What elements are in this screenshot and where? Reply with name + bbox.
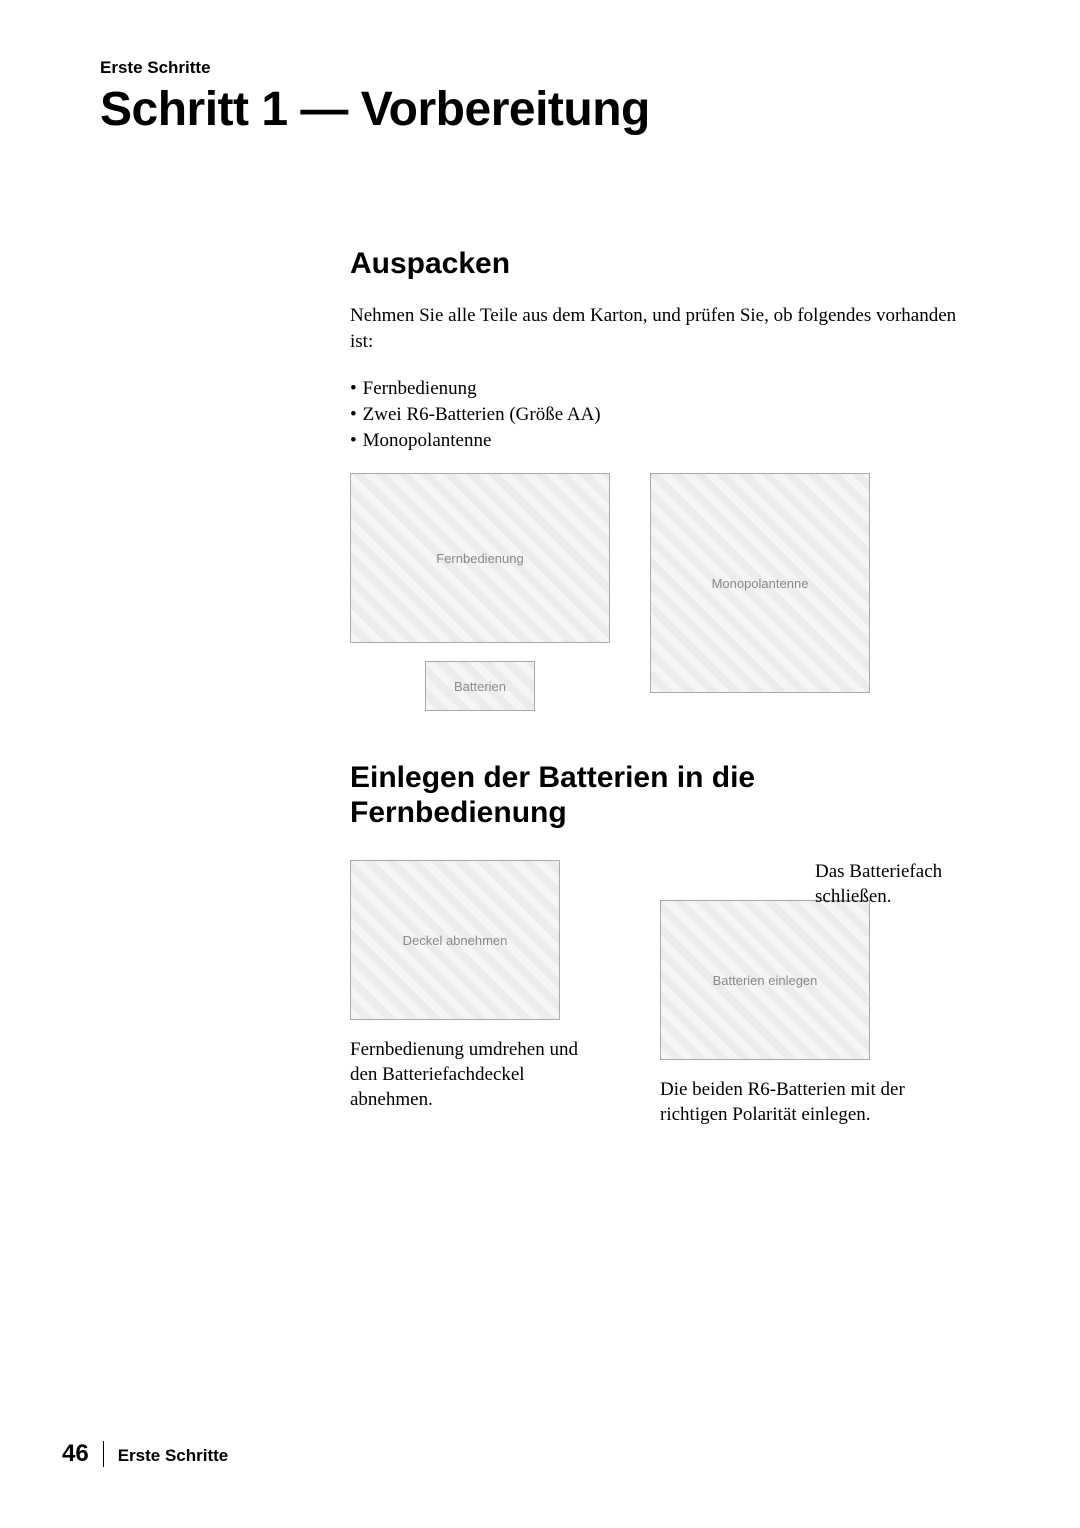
remote-icon: Fernbedienung [350, 473, 610, 643]
illustration-col-left: Fernbedienung Batterien [350, 473, 610, 711]
footer-divider [103, 1441, 104, 1467]
manual-page: Erste Schritte Schritt 1 — Vorbereitung … [0, 0, 1080, 1528]
list-item: Zwei R6-Batterien (Größe AA) [350, 402, 970, 428]
antenna-icon: Monopolantenne [650, 473, 870, 693]
close-note: Das Batteriefach schließen. [815, 860, 965, 909]
step2-wrap: Das Batteriefach schließen. Batterien ei… [660, 860, 920, 1060]
step-2: Das Batteriefach schließen. Batterien ei… [660, 860, 920, 1127]
parts-list: Fernbedienung Zwei R6-Batterien (Größe A… [350, 376, 970, 453]
list-item: Fernbedienung [350, 376, 970, 402]
section-label: Erste Schritte [100, 58, 980, 78]
illustration-col-right: Monopolantenne [650, 473, 870, 693]
page-number: 46 [62, 1440, 89, 1468]
intro-text: Nehmen Sie alle Teile aus dem Karton, un… [350, 303, 970, 354]
page-title: Schritt 1 — Vorbereitung [100, 82, 980, 137]
page-footer: 46 Erste Schritte [62, 1440, 228, 1468]
steps-row: Deckel abnehmen Fernbedienung umdrehen u… [350, 860, 970, 1127]
step1-icon: Deckel abnehmen [350, 860, 560, 1020]
step2-icon: Batterien einlegen [660, 900, 870, 1060]
illustration-row: Fernbedienung Batterien Monopolantenne [350, 473, 970, 711]
list-item: Monopolantenne [350, 428, 970, 454]
subheading-batteries: Einlegen der Batterien in die Fernbedien… [350, 761, 970, 830]
step2-caption: Die beiden R6-Batterien mit der richtige… [660, 1078, 920, 1127]
step1-caption: Fernbedienung umdrehen und den Batterief… [350, 1038, 610, 1112]
subheading-unpacking: Auspacken [350, 247, 970, 281]
footer-section-label: Erste Schritte [118, 1446, 229, 1466]
step-1: Deckel abnehmen Fernbedienung umdrehen u… [350, 860, 610, 1127]
content-area: Auspacken Nehmen Sie alle Teile aus dem … [350, 247, 970, 1128]
batteries-icon: Batterien [425, 661, 535, 711]
